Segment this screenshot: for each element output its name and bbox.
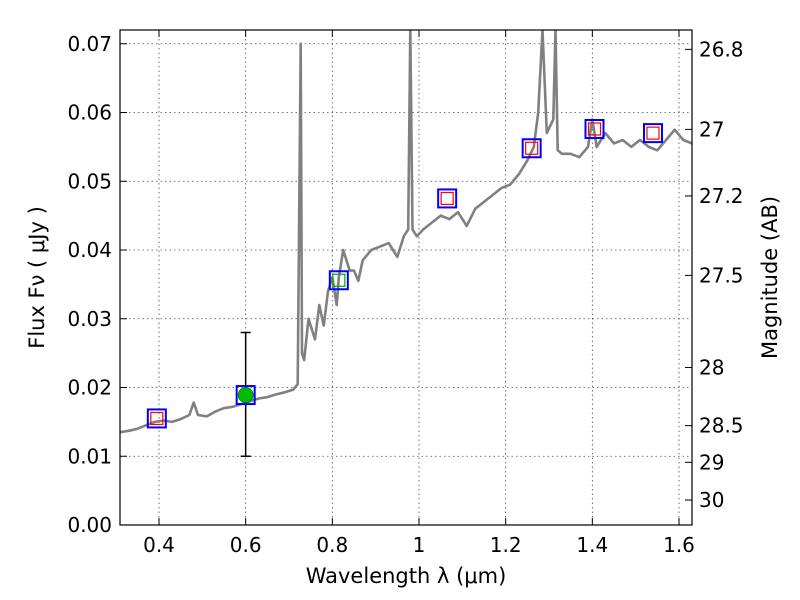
mag-tick-label: 27.5 [699, 263, 744, 287]
mag-tick-label: 28 [699, 356, 724, 380]
mag-tick-label: 28.5 [699, 414, 744, 438]
y-tick-label: 0.05 [67, 169, 112, 193]
ticks: 0.4 0.6 0.8 1 1.2 1.4 1.6 0.00 0.01 0.02 0.03 0.04 0… [67, 30, 744, 557]
grid-lines [120, 30, 692, 525]
photometry-point-inner [440, 191, 454, 206]
mag-tick-label: 26.8 [699, 37, 744, 61]
y-tick-label: 0.06 [67, 101, 112, 125]
photometry-point-outer [146, 408, 167, 429]
x-axis-label: Wavelength λ (μm) [306, 564, 507, 588]
y-tick-label: 0.04 [67, 238, 112, 262]
photometry-point-outer [437, 188, 458, 209]
photometry-point-outer [584, 119, 605, 139]
photometry-point-green-inner [332, 273, 346, 287]
photometry-point-inner [646, 126, 660, 140]
y-tick-label: 0.07 [67, 32, 112, 56]
y-tick-label: 0.01 [67, 444, 112, 468]
photometry-markers [146, 119, 663, 457]
photometry-point-inner [525, 141, 539, 155]
x-tick-label: 0.8 [316, 533, 348, 557]
y-axis-right-label: Magnitude (AB) [758, 196, 782, 359]
spectrum-line [120, 30, 692, 434]
y-axis-label: Flux Fν ( μJy ) [25, 206, 49, 349]
y-tick-label: 0.00 [67, 513, 112, 537]
x-tick-label: 1.6 [663, 533, 695, 557]
mag-tick-label: 30 [699, 488, 724, 512]
x-tick-label: 1.4 [576, 533, 608, 557]
spectrum [120, 30, 692, 434]
photometry-point-outer [643, 123, 663, 144]
x-tick-label: 1 [413, 533, 426, 557]
mag-tick-label: 29 [699, 450, 724, 474]
x-tick-label: 0.6 [230, 533, 262, 557]
y-tick-label: 0.03 [67, 307, 112, 331]
x-tick-label: 0.4 [143, 533, 175, 557]
photometry-point-green-outer [328, 270, 349, 291]
mag-tick-label: 27 [699, 117, 724, 141]
photometry-point-outer [521, 138, 542, 159]
measured-point [237, 387, 254, 403]
mag-tick-label: 27.2 [699, 184, 744, 208]
photometry-point-inner [587, 122, 602, 136]
y-tick-label: 0.02 [67, 376, 112, 400]
plot-frame [119, 29, 693, 526]
photometry-point-inner [150, 411, 164, 426]
measured-square [235, 385, 256, 406]
x-tick-label: 1.2 [490, 533, 522, 557]
